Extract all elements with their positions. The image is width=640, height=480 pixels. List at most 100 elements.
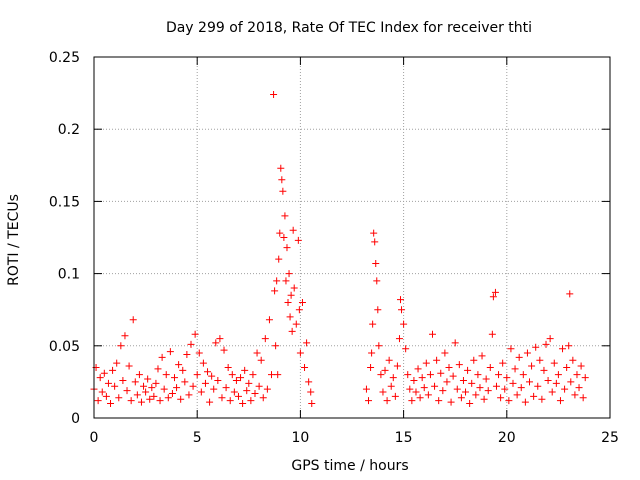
data-point [123,387,131,395]
data-point [274,371,282,379]
data-point [216,335,224,343]
data-point [391,392,399,400]
data-point [513,391,521,399]
y-tick-label: 0.1 [58,267,80,283]
data-point [218,394,226,402]
data-point [482,375,490,383]
data-point [478,352,486,360]
data-point [367,363,375,371]
data-point [447,398,455,406]
data-point [142,388,150,396]
data-point [517,384,525,392]
data-point [133,391,141,399]
data-point [497,394,505,402]
data-point [369,320,377,328]
data-point [464,366,472,374]
data-point [301,363,309,371]
data-point [418,374,426,382]
data-point [197,388,205,396]
y-tick-label: 0.15 [49,194,80,210]
data-point [243,387,251,395]
data-point [292,320,300,328]
data-point [439,387,447,395]
data-point [459,376,467,384]
data-point [121,332,129,340]
data-point [414,365,422,373]
data-point [115,394,123,402]
data-point [232,376,240,384]
data-point [204,368,212,376]
data-point [455,361,463,369]
data-point [393,362,401,370]
axis-ticks [93,56,611,419]
data-point [234,392,242,400]
data-point [224,363,232,371]
x-tick-label: 15 [395,430,413,446]
data-point [280,234,288,241]
data-point [389,374,397,382]
data-point [499,359,507,367]
data-point [107,400,115,408]
x-tick-label: 20 [498,430,516,446]
data-point [158,353,166,361]
data-point [398,306,406,314]
data-point [253,349,261,357]
plot-frame [93,56,611,419]
data-point [548,388,556,396]
data-point [431,382,439,390]
data-point [370,229,378,237]
data-point [125,362,133,370]
data-point [212,339,220,347]
data-point [259,394,267,402]
data-point [164,394,172,402]
data-point [362,385,370,393]
data-point [402,345,410,353]
data-point [397,296,405,304]
data-point [554,371,562,379]
data-point [404,371,412,379]
data-point [581,374,589,382]
data-point [488,330,496,338]
data-point [546,335,554,343]
data-point [385,356,393,364]
data-point [433,356,441,364]
x-tick-label: 25 [601,430,619,446]
data-point [441,349,449,357]
data-point [119,376,127,384]
data-point [379,388,387,396]
data-point [307,388,315,396]
data-point [453,385,461,393]
data-point [173,384,181,392]
data-point [519,371,527,379]
data-point [288,327,296,335]
data-point [245,379,253,387]
data-point [191,330,199,338]
data-point [135,371,143,379]
data-point [226,397,234,405]
data-point [534,382,542,390]
data-point [154,365,162,373]
data-point [466,400,474,408]
data-point [426,371,434,379]
data-point [247,397,255,405]
x-tick-label: 5 [193,430,202,446]
data-point [237,374,245,382]
data-point [509,379,517,387]
data-point [146,395,154,403]
data-point [573,371,581,379]
data-point [295,306,303,314]
data-point [257,356,265,364]
data-point [532,343,540,351]
data-point [298,298,306,306]
data-point [296,349,304,357]
data-point [177,395,185,403]
data-point [422,359,430,367]
data-point [228,371,236,379]
data-point [443,378,451,386]
data-point [277,164,285,172]
data-point [474,371,482,379]
data-point [140,382,148,390]
data-point [569,356,577,364]
data-point [501,385,509,393]
